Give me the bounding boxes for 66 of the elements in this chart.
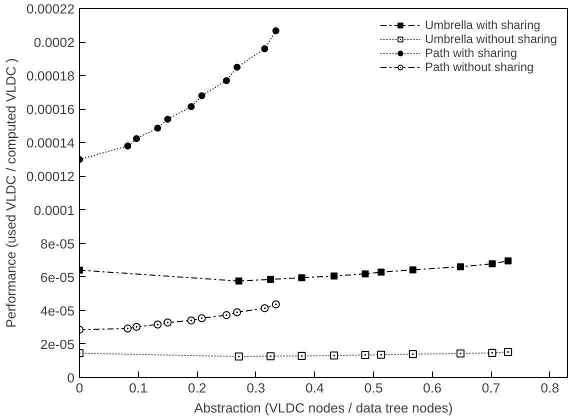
legend-label: Path with sharing [424,46,517,60]
x-tick-label: 0.8 [540,380,560,396]
x-tick-label: 0.5 [364,380,383,396]
point [187,316,196,324]
point [504,257,512,264]
x-tick-label: 0.4 [305,380,325,396]
point [272,27,280,34]
point [504,348,512,356]
x-axis-title: Abstraction (VLDC nodes / data tree nodes) [194,400,453,416]
y-tick-label: 2e-05 [40,336,75,352]
point [222,77,230,84]
point [164,116,172,123]
point [164,318,172,326]
point [488,260,496,268]
point [456,350,464,358]
y-tick-label: 0.0002 [34,35,74,50]
point [235,278,242,285]
point [188,103,195,110]
point [298,352,306,360]
x-tick-label: 0.3 [246,380,266,396]
point [198,314,206,322]
point [154,320,162,328]
point [266,352,275,360]
point [377,350,386,359]
point [408,350,417,358]
y-tick-label: 0.0001 [34,202,74,218]
point [133,135,140,142]
y-tick-label: 0.00012 [26,169,75,184]
x-tick-label: 0.7 [482,380,500,396]
legend-label: Path without sharing [424,60,534,74]
point [272,300,280,308]
point [409,266,416,274]
point [361,351,370,360]
point [124,142,132,150]
x-tick-label: 0.6 [423,380,442,396]
x-tick-label: 0.1 [129,380,148,396]
y-axis-title: Performance (used VLDC / computed VLDC ) [3,58,18,328]
point [132,322,141,331]
y-tick-label: 0.00022 [26,2,75,16]
legend-label: Umbrella with sharing [424,18,540,32]
point [234,352,243,361]
point [456,263,464,270]
point [330,272,338,280]
point [222,311,230,320]
point [488,348,496,357]
point [362,270,369,278]
point [260,304,269,312]
y-tick-label: 6e-05 [40,270,75,285]
point [154,124,162,132]
x-tick-label: 0.2 [188,380,206,396]
point [378,268,385,276]
y-tick-label: 4e-05 [40,303,75,318]
point [124,324,132,333]
y-tick-label: 0.00016 [26,102,75,118]
point [198,92,206,100]
point [267,276,274,283]
y-tick-label: 0 [67,370,75,386]
point [233,308,242,316]
point [261,45,268,52]
y-tick-label: 8e-05 [40,236,75,252]
y-tick-label: 0.00018 [26,68,75,84]
point [330,352,338,360]
point [234,64,241,71]
legend-label: Umbrella without sharing [424,32,557,46]
point [298,274,306,282]
y-tick-label: 0.00014 [26,136,76,151]
